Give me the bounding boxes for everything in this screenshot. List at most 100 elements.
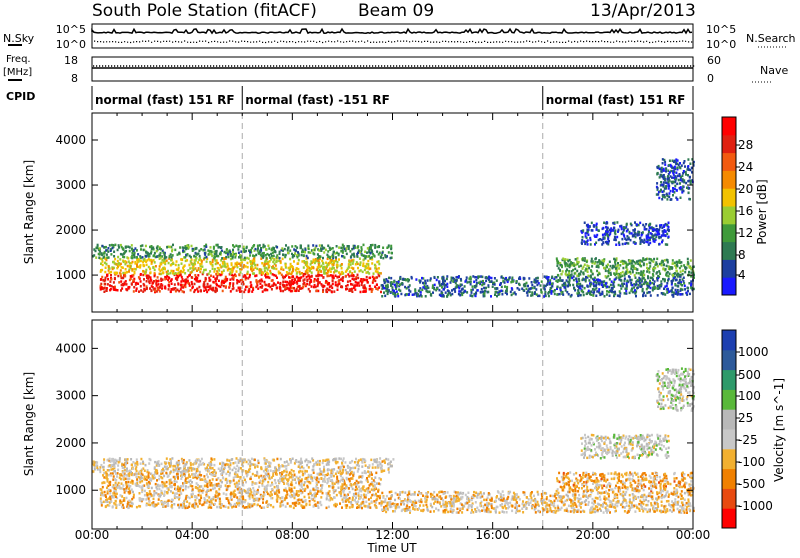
heatmap-cell	[396, 282, 398, 285]
heatmap-cell	[338, 282, 340, 285]
heatmap-cell	[682, 185, 684, 188]
heatmap-cell	[595, 257, 597, 260]
heatmap-cell	[561, 265, 563, 268]
heatmap-cell	[667, 229, 669, 232]
heatmap-cell	[282, 290, 284, 293]
heatmap-cell	[645, 258, 647, 261]
heatmap-cell	[109, 244, 111, 247]
heatmap-cell	[415, 278, 417, 281]
heatmap-cell	[596, 282, 598, 285]
heatmap-cell	[531, 281, 533, 284]
heatmap-cell	[354, 246, 356, 249]
heatmap-cell	[666, 193, 668, 196]
heatmap-cell	[584, 279, 586, 282]
heatmap-cell	[627, 271, 629, 274]
heatmap-cell	[333, 267, 335, 270]
heatmap-cell	[304, 472, 306, 475]
cpid-label: CPID	[6, 90, 35, 103]
heatmap-cell	[361, 472, 363, 475]
heatmap-cell	[107, 485, 109, 488]
heatmap-cell	[141, 487, 143, 490]
heatmap-cell	[676, 198, 678, 201]
heatmap-cell	[109, 280, 111, 283]
heatmap-cell	[266, 271, 268, 274]
heatmap-cell	[116, 493, 118, 496]
heatmap-cell	[356, 253, 358, 256]
heatmap-cell	[110, 274, 112, 277]
heatmap-cell	[348, 245, 350, 248]
heatmap-cell	[567, 285, 569, 288]
heatmap-cell	[663, 263, 665, 266]
heatmap-cell	[331, 268, 333, 271]
heatmap-cell	[646, 267, 648, 270]
heatmap-cell	[677, 285, 679, 288]
heatmap-cell	[325, 280, 327, 283]
heatmap-cell	[170, 264, 172, 267]
heatmap-cell	[164, 278, 166, 281]
heatmap-cell	[133, 256, 135, 259]
heatmap-cell	[324, 480, 326, 483]
heatmap-cell	[606, 290, 608, 293]
heatmap-cell	[451, 277, 453, 280]
heatmap-cell	[661, 170, 663, 173]
heatmap-cell	[613, 291, 615, 294]
heatmap-cell	[267, 473, 269, 476]
heatmap-cell	[348, 290, 350, 293]
heatmap-cell	[288, 276, 290, 279]
beam-label: Beam 09	[358, 1, 434, 21]
heatmap-cell	[233, 276, 235, 279]
heatmap-cell	[674, 262, 676, 265]
heatmap-cell	[656, 258, 658, 261]
heatmap-cell	[290, 282, 292, 285]
heatmap-cell	[567, 260, 569, 263]
heatmap-cell	[625, 262, 627, 265]
heatmap-cell	[450, 281, 452, 284]
heatmap-cell	[206, 499, 208, 502]
heatmap-cell	[255, 482, 257, 485]
heatmap-cell	[667, 271, 669, 274]
heatmap-cell	[150, 250, 152, 253]
heatmap-cell	[158, 268, 160, 271]
heatmap-cell	[211, 251, 213, 254]
heatmap-cell	[171, 256, 173, 259]
heatmap-cell	[117, 472, 119, 475]
heatmap-cell	[203, 497, 205, 500]
heatmap-cell	[407, 286, 409, 289]
heatmap-cell	[433, 288, 435, 291]
heatmap-cell	[623, 262, 625, 265]
heatmap-cell	[265, 284, 267, 287]
heatmap-cell	[565, 262, 567, 265]
date-label: 13/Apr/2013	[590, 1, 696, 21]
heatmap-cell	[282, 269, 284, 272]
heatmap-cell	[280, 260, 282, 263]
heatmap-cell	[184, 256, 186, 259]
heatmap-cell	[475, 279, 477, 282]
heatmap-cell	[408, 294, 410, 297]
heatmap-cell	[487, 284, 489, 287]
heatmap-cell	[374, 244, 376, 247]
heatmap-cell	[378, 286, 380, 289]
freq-panel	[92, 57, 693, 81]
heatmap-cell	[265, 248, 267, 251]
heatmap-cell	[460, 278, 462, 281]
heatmap-cell	[217, 255, 219, 258]
heatmap-cell	[587, 271, 589, 274]
heatmap-cell	[425, 282, 427, 285]
heatmap-cell	[355, 263, 357, 266]
heatmap-cell	[204, 286, 206, 289]
heatmap-cell	[100, 269, 102, 272]
heatmap-cell	[606, 229, 608, 232]
heatmap-cell	[238, 289, 240, 292]
heatmap-cell	[383, 287, 385, 290]
heatmap-cell	[141, 480, 143, 483]
heatmap-cell	[470, 283, 472, 286]
heatmap-cell	[189, 284, 191, 287]
heatmap-cell	[684, 165, 686, 168]
heatmap-cell	[293, 287, 295, 290]
heatmap-cell	[676, 279, 678, 282]
heatmap-cell	[378, 482, 380, 485]
heatmap-cell	[115, 496, 117, 499]
heatmap-cell	[190, 289, 192, 292]
heatmap-cell	[221, 272, 223, 275]
